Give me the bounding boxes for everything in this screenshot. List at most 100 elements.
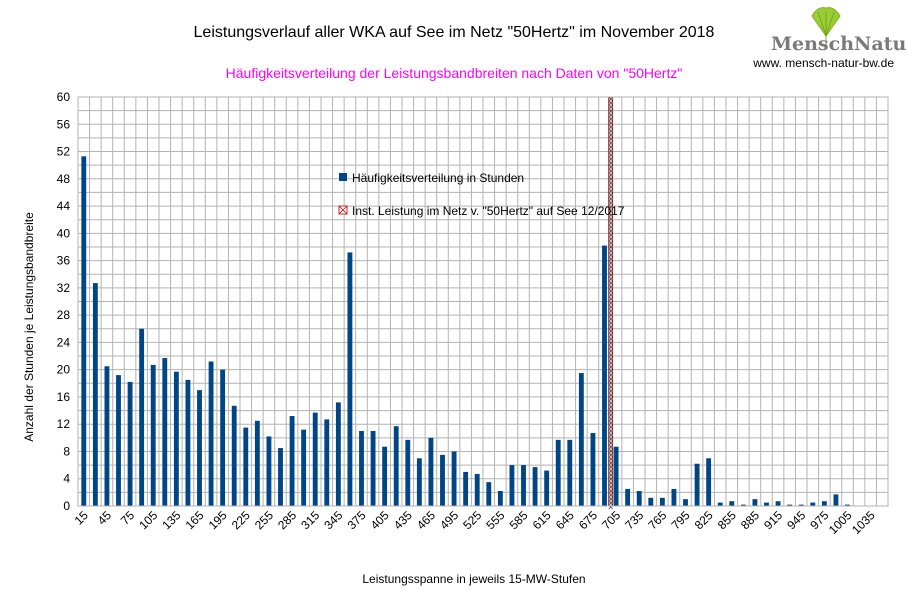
bar [347, 252, 353, 506]
x-tick-label: 45 [95, 508, 115, 528]
x-axis-label: Leistungsspanne in jeweils 15-MW-Stufen [362, 572, 585, 586]
x-tick-label: 105 [136, 508, 160, 532]
bar [544, 470, 550, 506]
legend-bar-label: Häufigkeitsverteilung in Stunden [352, 171, 524, 185]
bar [173, 371, 179, 506]
bar [382, 446, 388, 506]
x-tick-label: 225 [229, 508, 253, 532]
x-tick-label: 285 [275, 508, 299, 532]
bar [335, 402, 341, 506]
legend: Häufigkeitsverteilung in Stunden Inst. L… [338, 171, 625, 218]
plot-area [77, 96, 889, 510]
bar [509, 465, 515, 506]
bar [231, 405, 237, 506]
x-tick-label: 1005 [826, 508, 855, 537]
y-tick-label: 0 [63, 499, 70, 513]
bar [683, 499, 688, 506]
x-tick-label: 705 [599, 508, 623, 532]
bar [752, 499, 758, 506]
x-tick-label: 165 [183, 508, 207, 532]
bar [671, 488, 677, 506]
y-tick-label: 4 [63, 472, 70, 486]
x-tick-label: 15 [72, 508, 92, 528]
legend-line-swatch [338, 205, 348, 215]
y-tick-label: 8 [63, 444, 70, 458]
bar [370, 431, 376, 506]
bar [312, 412, 318, 506]
x-tick-label: 195 [206, 508, 230, 532]
bar [764, 502, 769, 506]
y-tick-label: 48 [57, 172, 71, 186]
bar [798, 504, 804, 506]
bar [521, 465, 526, 506]
x-tick-label: 585 [507, 508, 531, 532]
bar [127, 381, 133, 506]
bar [254, 420, 260, 506]
bar [359, 431, 364, 506]
x-tick-label: 375 [345, 508, 369, 532]
bar [810, 502, 816, 506]
x-tick-label: 255 [252, 508, 276, 532]
bar [497, 491, 503, 506]
ginkgo-leaf-icon [811, 7, 841, 46]
bar [185, 379, 191, 506]
bar [301, 429, 307, 506]
y-tick-label: 56 [57, 117, 71, 131]
bar [833, 494, 839, 506]
bar [740, 504, 746, 506]
bar [451, 451, 457, 506]
bar [567, 439, 573, 506]
x-tick-label: 525 [460, 508, 484, 532]
bar [440, 454, 445, 506]
x-tick-label: 75 [118, 508, 138, 528]
bar [393, 426, 399, 506]
bar [81, 156, 87, 506]
x-tick-label: 885 [738, 508, 762, 532]
bar [116, 375, 121, 506]
x-tick-label: 1035 [849, 508, 878, 537]
y-tick-label: 40 [57, 226, 71, 240]
bar [613, 446, 619, 506]
bar [532, 467, 538, 506]
y-tick-label: 32 [57, 281, 71, 295]
x-tick-label: 825 [692, 508, 716, 532]
x-tick-label: 405 [368, 508, 392, 532]
bar [428, 437, 434, 506]
legend-bar-swatch [339, 173, 347, 181]
bar [289, 416, 295, 506]
y-tick-label: 16 [57, 390, 71, 404]
bar [139, 328, 145, 506]
y-tick-label: 36 [57, 254, 71, 268]
bar [266, 436, 272, 506]
y-tick-label: 44 [57, 199, 71, 213]
bar [162, 358, 168, 506]
bar [243, 427, 249, 506]
x-tick-label: 615 [530, 508, 554, 532]
bar [150, 364, 156, 506]
x-tick-label: 495 [437, 508, 461, 532]
bar [208, 361, 214, 506]
bar [278, 448, 283, 506]
bar [636, 491, 642, 506]
logo-url: www. mensch-natur-bw.de [752, 56, 894, 70]
x-tick-label: 135 [159, 508, 183, 532]
bar [694, 463, 700, 506]
x-tick-label: 915 [761, 508, 785, 532]
chart-title: Leistungsverlauf aller WKA auf See im Ne… [194, 24, 715, 41]
y-tick-label: 20 [57, 363, 71, 377]
bar [104, 366, 110, 506]
bar [405, 439, 411, 506]
bar [717, 502, 723, 506]
x-tick-label: 735 [622, 508, 646, 532]
bar [787, 504, 793, 506]
bar [775, 501, 781, 506]
bar [625, 488, 631, 506]
x-tick-label: 555 [483, 508, 507, 532]
x-tick-label: 645 [553, 508, 577, 532]
bar [578, 373, 584, 506]
y-tick-label: 28 [57, 308, 71, 322]
bar [659, 497, 665, 506]
bar [845, 504, 850, 506]
logo: MenschNatur www. mensch-natur-bw.de [752, 7, 907, 70]
